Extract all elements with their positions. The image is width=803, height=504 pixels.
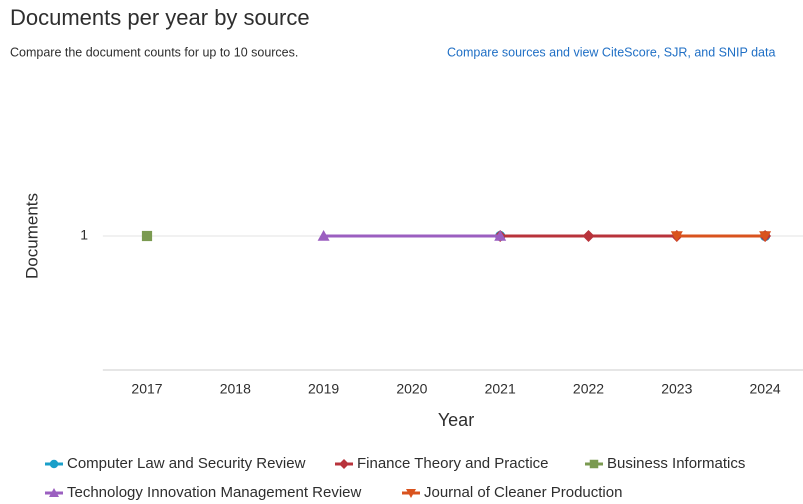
marker <box>141 230 153 242</box>
x-tick-label: 2020 <box>396 381 427 397</box>
marker <box>582 230 595 242</box>
x-tick-label: 2018 <box>220 381 251 397</box>
legend-label[interactable]: Finance Theory and Practice <box>357 455 549 472</box>
marker <box>670 231 683 242</box>
marker <box>339 459 349 469</box>
x-tick-label: 2023 <box>661 381 692 397</box>
marker <box>49 488 59 497</box>
marker <box>317 230 330 241</box>
marker <box>49 459 59 469</box>
legend-label[interactable]: Computer Law and Security Review <box>67 455 306 472</box>
legend-label[interactable]: Technology Innovation Management Review <box>67 484 362 501</box>
x-tick-label: 2024 <box>750 381 781 397</box>
marker <box>589 459 599 469</box>
compare-link[interactable]: Compare sources and view CiteScore, SJR,… <box>447 45 775 59</box>
marker <box>494 230 507 241</box>
x-axis-title: Year <box>438 410 474 430</box>
x-tick-label: 2022 <box>573 381 604 397</box>
legend-label[interactable]: Journal of Cleaner Production <box>424 484 622 501</box>
x-tick-label: 2019 <box>308 381 339 397</box>
x-tick-label: 2021 <box>485 381 516 397</box>
title: Documents per year by source <box>10 5 310 30</box>
x-tick-label: 2017 <box>131 381 162 397</box>
marker <box>406 489 416 498</box>
legend-label[interactable]: Business Informatics <box>607 455 745 472</box>
marker <box>759 231 772 242</box>
subtitle: Compare the document counts for up to 10… <box>10 45 298 59</box>
y-tick-label: 1 <box>80 227 88 243</box>
y-axis-title: Documents <box>22 193 41 279</box>
